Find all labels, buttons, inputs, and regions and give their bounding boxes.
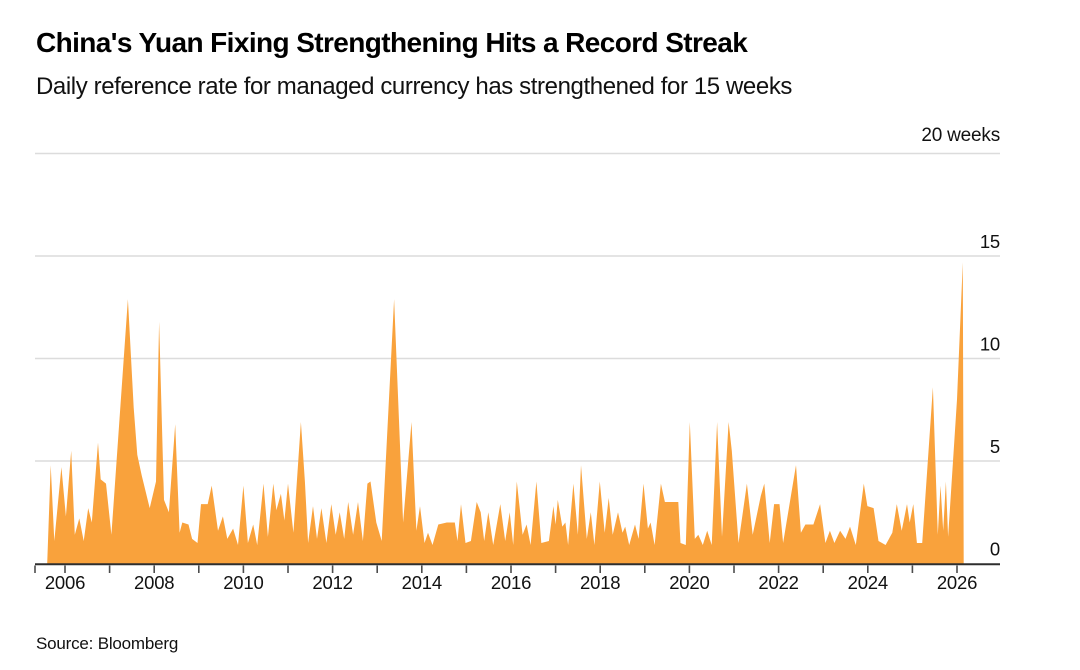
source-attribution: Source: Bloomberg [36,634,179,653]
x-tick-label-2006: 2006 [45,572,85,593]
y-tick-label-0: 0 [990,539,1000,560]
x-tick-label-2010: 2010 [223,572,263,593]
y-tick-label-15: 15 [980,231,1000,252]
x-tick-label-2012: 2012 [312,572,352,593]
chart-subtitle: Daily reference rate for managed currenc… [36,73,793,100]
x-tick-label-2026: 2026 [937,572,977,593]
x-tick-label-2024: 2024 [848,572,888,593]
x-tick-label-2008: 2008 [134,572,174,593]
y-tick-label-10: 10 [980,334,1000,355]
x-tick-label-2014: 2014 [402,572,442,593]
x-tick-label-2020: 2020 [669,572,709,593]
x-tick-label-2016: 2016 [491,572,531,593]
y-axis-unit-label: 20 weeks [921,125,1000,146]
x-tick-label-2022: 2022 [758,572,798,593]
x-tick-label-2018: 2018 [580,572,620,593]
chart-title: China's Yuan Fixing Strengthening Hits a… [36,27,748,58]
streak-area-series [47,262,964,564]
y-tick-label-5: 5 [990,436,1000,457]
